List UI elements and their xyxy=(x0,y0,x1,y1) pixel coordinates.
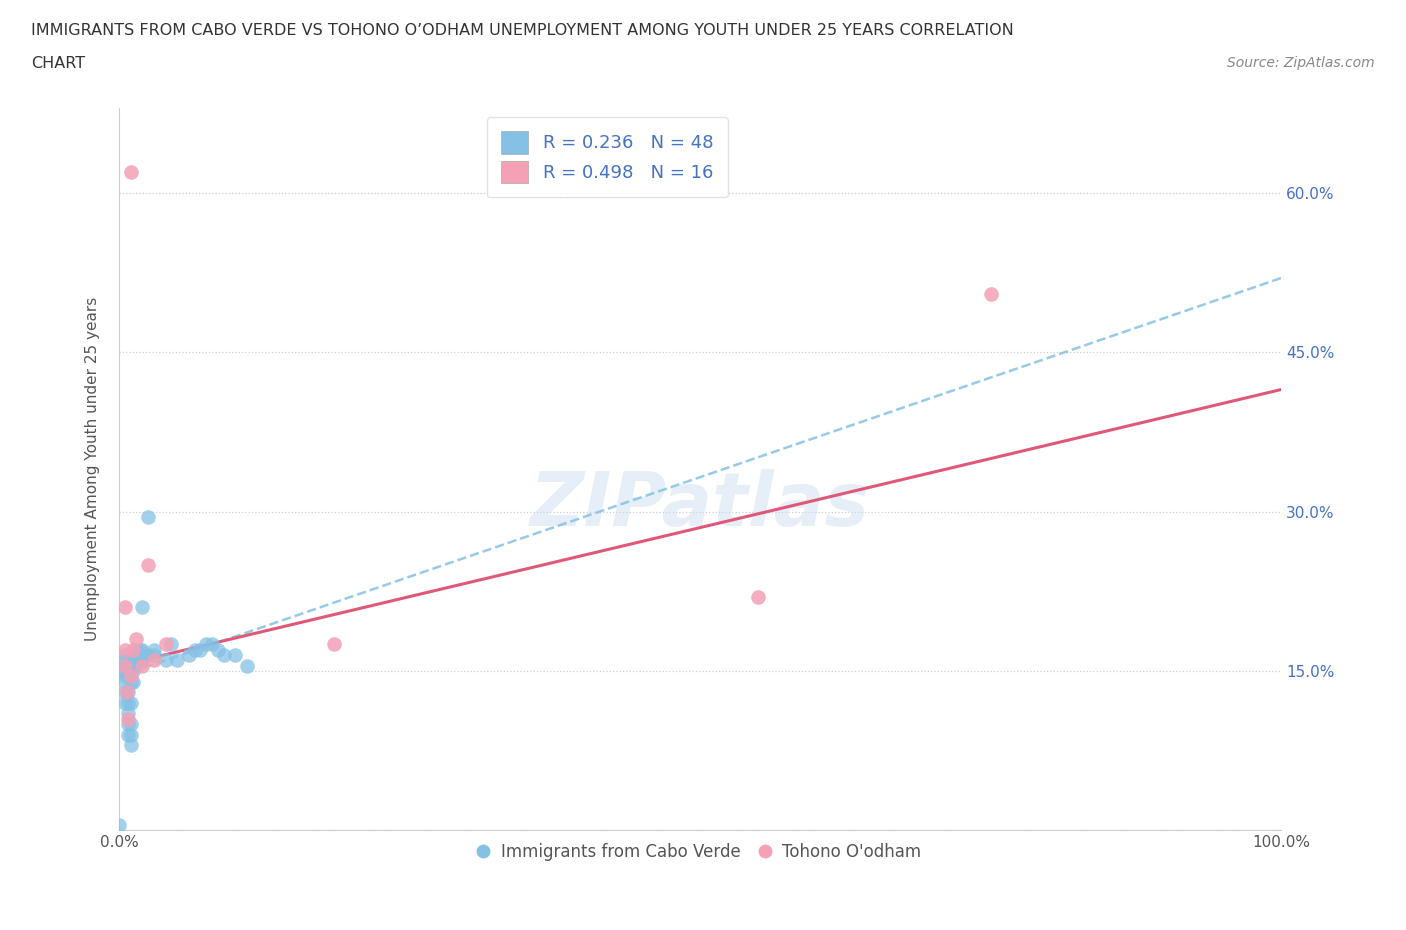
Point xyxy=(166,653,188,668)
Point xyxy=(114,658,136,673)
Point xyxy=(114,653,136,668)
Point xyxy=(142,647,165,662)
Point xyxy=(122,653,145,668)
Point xyxy=(142,643,165,658)
Point xyxy=(190,643,212,658)
Point xyxy=(117,711,139,726)
Point xyxy=(212,647,235,662)
Point xyxy=(201,637,224,652)
Text: CHART: CHART xyxy=(31,56,84,71)
Point xyxy=(155,637,177,652)
Y-axis label: Unemployment Among Youth under 25 years: Unemployment Among Youth under 25 years xyxy=(86,297,100,642)
Point xyxy=(117,717,139,732)
Point xyxy=(183,643,205,658)
Point xyxy=(224,647,246,662)
Point xyxy=(115,684,138,699)
Point xyxy=(120,674,142,689)
Point xyxy=(114,663,136,678)
Point xyxy=(129,653,152,668)
Point xyxy=(120,669,142,684)
Point xyxy=(122,674,145,689)
Point xyxy=(125,653,148,668)
Point xyxy=(125,647,148,662)
Point xyxy=(136,557,159,572)
Point xyxy=(114,600,136,615)
Point xyxy=(323,637,346,652)
Text: ZIPatlas: ZIPatlas xyxy=(530,469,870,542)
Point xyxy=(122,663,145,678)
Legend: Immigrants from Cabo Verde, Tohono O'odham: Immigrants from Cabo Verde, Tohono O'odh… xyxy=(471,834,929,869)
Point xyxy=(142,653,165,668)
Point xyxy=(131,658,153,673)
Point xyxy=(120,696,142,711)
Text: IMMIGRANTS FROM CABO VERDE VS TOHONO O’ODHAM UNEMPLOYMENT AMONG YOUTH UNDER 25 Y: IMMIGRANTS FROM CABO VERDE VS TOHONO O’O… xyxy=(31,23,1014,38)
Point xyxy=(136,647,159,662)
Point xyxy=(117,706,139,721)
Point xyxy=(117,727,139,742)
Text: Source: ZipAtlas.com: Source: ZipAtlas.com xyxy=(1227,56,1375,70)
Point xyxy=(114,684,136,699)
Point xyxy=(136,510,159,525)
Point xyxy=(125,631,148,646)
Point xyxy=(747,590,769,604)
Point xyxy=(207,643,229,658)
Point xyxy=(117,696,139,711)
Point xyxy=(980,286,1002,301)
Point xyxy=(131,643,153,658)
Point xyxy=(129,643,152,658)
Point xyxy=(114,674,136,689)
Point xyxy=(125,658,148,673)
Point xyxy=(120,717,142,732)
Point xyxy=(195,637,218,652)
Point xyxy=(114,658,136,673)
Point xyxy=(108,817,131,832)
Point xyxy=(114,669,136,684)
Point xyxy=(125,643,148,658)
Point xyxy=(114,643,136,658)
Point xyxy=(120,737,142,752)
Point xyxy=(122,643,145,658)
Point xyxy=(131,653,153,668)
Point xyxy=(117,684,139,699)
Point xyxy=(120,727,142,742)
Point xyxy=(114,696,136,711)
Point xyxy=(160,637,183,652)
Point xyxy=(120,658,142,673)
Point xyxy=(114,647,136,662)
Point xyxy=(131,600,153,615)
Point xyxy=(236,658,259,673)
Point xyxy=(155,653,177,668)
Point xyxy=(120,165,142,179)
Point xyxy=(177,647,200,662)
